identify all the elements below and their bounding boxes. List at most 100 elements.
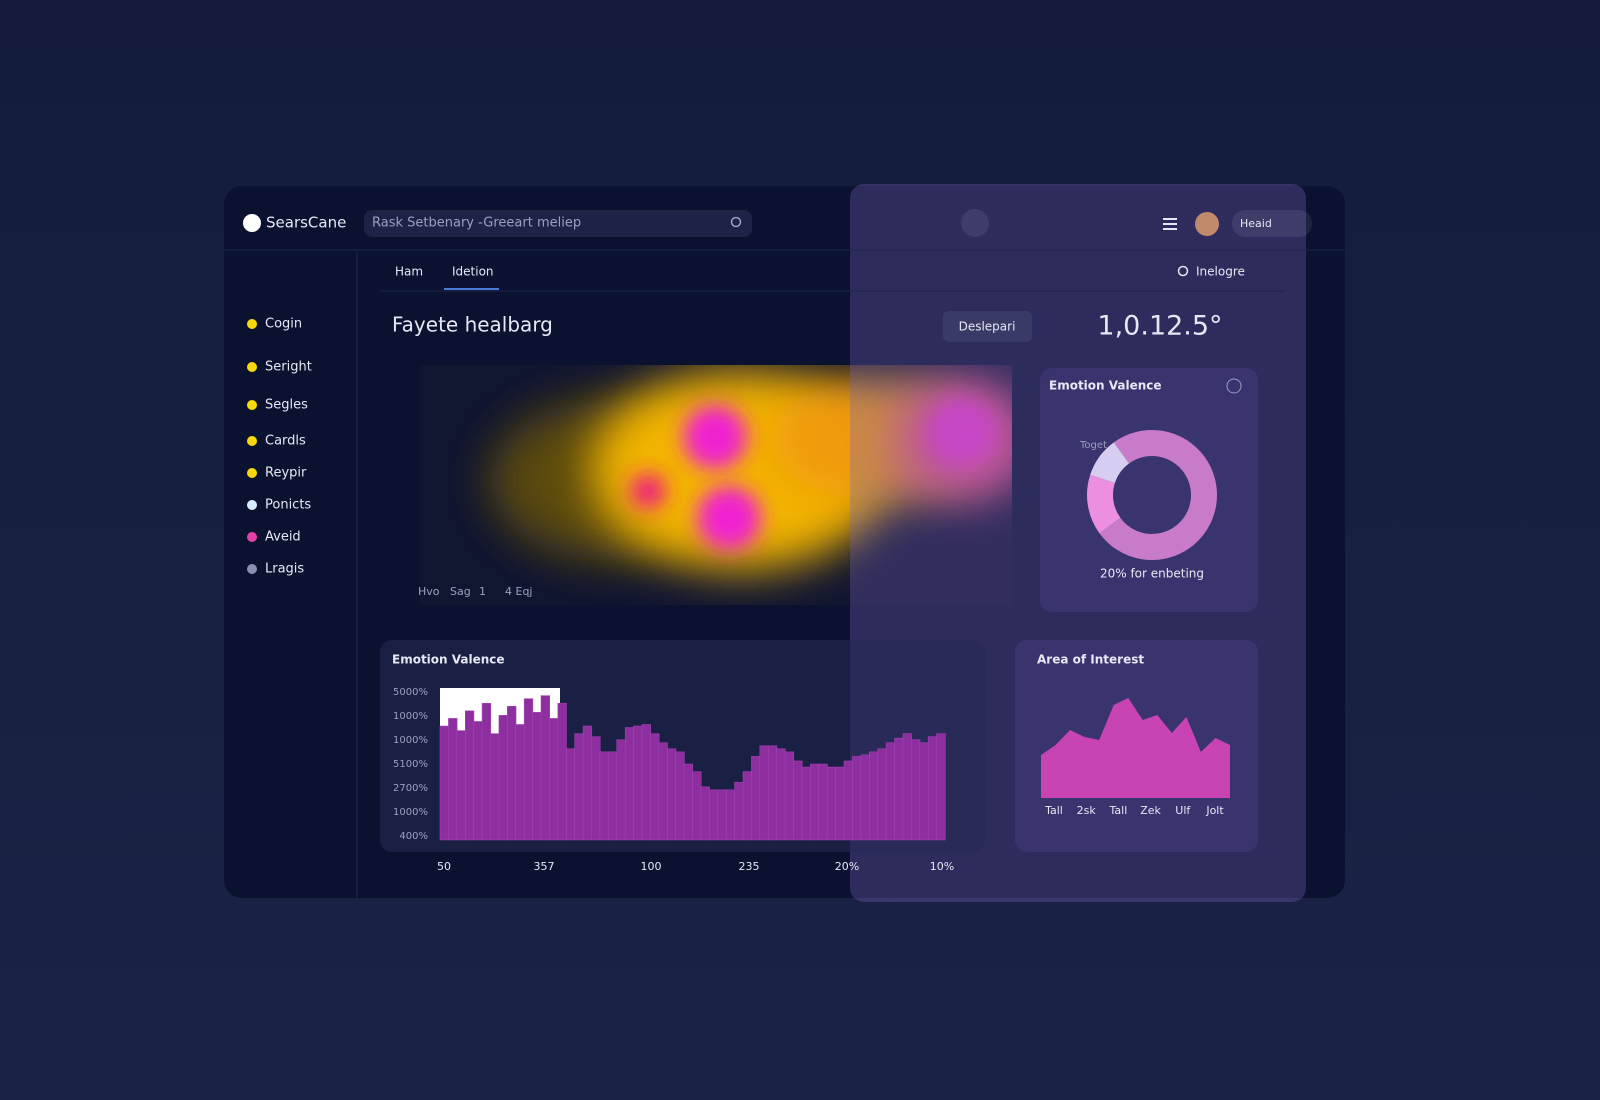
bar xyxy=(599,751,609,841)
bar xyxy=(784,751,795,841)
search-box[interactable] xyxy=(364,210,752,237)
bar xyxy=(540,695,550,841)
bar xyxy=(700,786,710,841)
bar xyxy=(574,733,584,841)
bar xyxy=(885,742,896,841)
y-tick-label: 2700% xyxy=(393,783,428,794)
y-tick-label: 400% xyxy=(399,831,428,842)
donut-segment xyxy=(1090,442,1130,484)
avatar[interactable] xyxy=(1195,212,1219,236)
action-button-label: Deslepari xyxy=(959,320,1016,334)
bar xyxy=(650,733,660,841)
bar xyxy=(624,727,635,841)
donut-segment xyxy=(1087,474,1121,534)
bar xyxy=(481,702,492,841)
menu-icon[interactable] xyxy=(1163,218,1177,230)
x-tick-label: 2sk xyxy=(1077,804,1097,817)
bar xyxy=(667,748,677,841)
bar xyxy=(717,789,727,841)
refresh-button[interactable] xyxy=(961,209,989,237)
bar xyxy=(826,766,837,841)
x-tick-label: 10% xyxy=(930,860,954,873)
metric: 1,0.12.5° xyxy=(1097,311,1222,342)
bar xyxy=(843,760,853,841)
sidebar-dot xyxy=(247,319,257,329)
filter[interactable]: Inelogre xyxy=(1196,265,1245,279)
x-tick-label: Tall xyxy=(1109,804,1128,817)
search-placeholder: Rask Setbenary -Greeart meliep xyxy=(372,216,581,231)
donut-label: Toget xyxy=(1079,440,1107,451)
sidebar-item[interactable]: Lragis xyxy=(265,562,304,577)
bar xyxy=(768,745,778,841)
bar xyxy=(439,725,449,841)
bar xyxy=(810,763,820,841)
bar xyxy=(675,751,685,841)
action-button[interactable] xyxy=(943,311,1032,342)
bar xyxy=(725,789,736,841)
tab[interactable]: Idetion xyxy=(452,265,494,279)
x-tick-label: 20% xyxy=(835,860,859,873)
heatmap xyxy=(420,365,1012,605)
bar xyxy=(641,724,651,841)
sidebar-item[interactable]: Seright xyxy=(265,360,312,375)
bar xyxy=(591,736,601,841)
bar xyxy=(582,725,593,841)
y-tick-label: 5100% xyxy=(393,759,428,770)
info-icon[interactable] xyxy=(1226,378,1242,394)
bar xyxy=(616,739,626,841)
heatmap-legend: 4 Eqj xyxy=(505,585,532,598)
brand: SearsCane xyxy=(266,214,346,232)
sidebar-item[interactable]: Reypir xyxy=(265,466,307,481)
x-tick-label: 235 xyxy=(739,860,760,873)
page-title: Fayete healbarg xyxy=(392,313,553,337)
bar xyxy=(835,766,845,841)
donut-segment xyxy=(1099,430,1217,560)
heat-spot xyxy=(630,473,666,509)
x-tick-label: 100 xyxy=(641,860,662,873)
bar xyxy=(507,705,517,841)
user-menu[interactable] xyxy=(1232,210,1312,237)
bar xyxy=(465,710,475,841)
heatmap-legend: Hvo xyxy=(418,585,440,598)
bar xyxy=(532,712,542,841)
filter-icon xyxy=(1177,265,1189,277)
heat-spot xyxy=(928,398,996,466)
search-icon xyxy=(730,216,742,228)
bar xyxy=(734,781,744,841)
sidebar-dot xyxy=(247,436,257,446)
sidebar-item[interactable]: Cogin xyxy=(265,317,302,332)
bar xyxy=(801,766,811,841)
y-tick-label: 1000% xyxy=(393,735,428,746)
donut-caption: 20% for enbeting xyxy=(1100,567,1204,581)
bar xyxy=(818,763,828,841)
x-tick-label: 50 xyxy=(437,860,451,873)
bar xyxy=(793,760,803,841)
sidebar-item[interactable]: Cardls xyxy=(265,434,306,449)
bar xyxy=(498,715,508,841)
y-tick-label: 5000% xyxy=(393,687,428,698)
sidebar-item[interactable]: Ponicts xyxy=(265,498,311,513)
x-tick-label: Tall xyxy=(1044,804,1063,817)
x-tick-label: 357 xyxy=(534,860,555,873)
bar xyxy=(751,756,761,841)
sidebar-dot xyxy=(247,532,257,542)
bar xyxy=(523,698,534,841)
bar xyxy=(742,771,752,841)
user-name: Heaid xyxy=(1240,217,1272,230)
bar xyxy=(759,745,769,841)
sidebar-item[interactable]: Segles xyxy=(265,398,308,413)
bar xyxy=(456,730,466,841)
sidebar-dot xyxy=(247,500,257,510)
sidebar-item[interactable]: Aveid xyxy=(265,530,301,545)
bar xyxy=(692,771,702,841)
bar xyxy=(911,739,921,841)
heat-spot xyxy=(683,405,747,469)
bar xyxy=(557,702,567,841)
sidebar-dot xyxy=(247,400,257,410)
card-title: Area of Interest xyxy=(1037,653,1144,667)
sidebar-dot xyxy=(247,362,257,372)
bar xyxy=(515,724,525,841)
tab[interactable]: Ham xyxy=(395,265,423,279)
